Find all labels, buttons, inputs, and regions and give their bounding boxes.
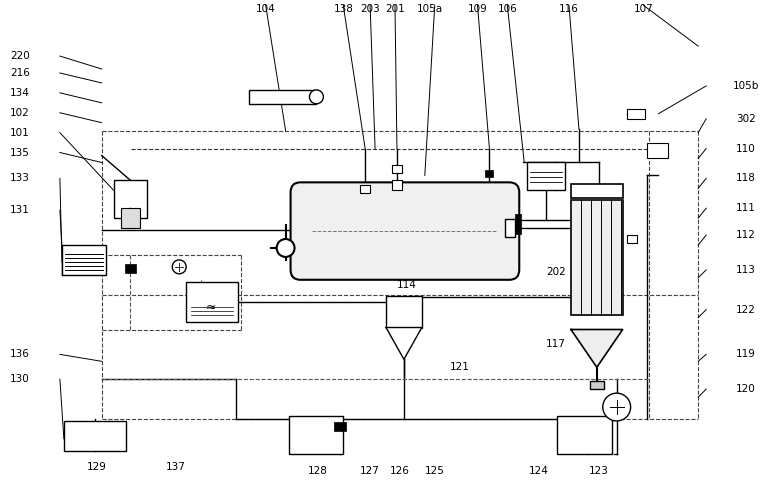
Text: 105a: 105a bbox=[417, 4, 442, 15]
Text: 106: 106 bbox=[498, 4, 517, 15]
Text: 112: 112 bbox=[736, 230, 756, 240]
Text: 128: 128 bbox=[308, 466, 327, 476]
Bar bbox=[527, 162, 565, 191]
Text: 135: 135 bbox=[10, 148, 30, 157]
Text: 120: 120 bbox=[736, 384, 756, 394]
Bar bbox=[114, 180, 147, 218]
Bar bbox=[360, 185, 370, 193]
Bar bbox=[392, 165, 402, 174]
Bar bbox=[515, 214, 521, 224]
Text: 122: 122 bbox=[736, 305, 756, 314]
Text: 216: 216 bbox=[10, 68, 30, 78]
Text: 124: 124 bbox=[529, 466, 549, 476]
Text: 127: 127 bbox=[360, 466, 380, 476]
Bar bbox=[626, 109, 644, 119]
Text: 138: 138 bbox=[333, 4, 353, 15]
Text: 114: 114 bbox=[397, 280, 417, 290]
Bar bbox=[121, 208, 140, 228]
Text: 220: 220 bbox=[10, 51, 30, 61]
Text: 203: 203 bbox=[360, 4, 380, 15]
Bar bbox=[125, 264, 136, 273]
Text: 113: 113 bbox=[736, 265, 756, 275]
Text: 119: 119 bbox=[736, 349, 756, 359]
Text: 123: 123 bbox=[589, 466, 608, 476]
Circle shape bbox=[277, 239, 294, 257]
Text: 133: 133 bbox=[10, 174, 30, 183]
Bar bbox=[590, 381, 604, 389]
Bar bbox=[64, 421, 125, 451]
Text: 109: 109 bbox=[467, 4, 488, 15]
Text: 125: 125 bbox=[425, 466, 445, 476]
Text: 134: 134 bbox=[10, 88, 30, 98]
Text: 121: 121 bbox=[449, 362, 470, 372]
Bar bbox=[62, 245, 106, 275]
Text: 129: 129 bbox=[86, 462, 107, 472]
Text: 110: 110 bbox=[736, 143, 756, 154]
Bar bbox=[249, 90, 316, 104]
Bar bbox=[386, 295, 421, 328]
Bar bbox=[647, 142, 668, 158]
Circle shape bbox=[309, 90, 323, 104]
Text: 136: 136 bbox=[10, 349, 30, 359]
Text: 130: 130 bbox=[10, 374, 30, 384]
Bar bbox=[392, 180, 402, 191]
Text: 111: 111 bbox=[736, 203, 756, 213]
Text: 116: 116 bbox=[559, 4, 579, 15]
Bar bbox=[571, 200, 622, 314]
Text: 201: 201 bbox=[385, 4, 405, 15]
Text: 302: 302 bbox=[736, 114, 756, 124]
Polygon shape bbox=[386, 328, 421, 359]
Text: 107: 107 bbox=[633, 4, 654, 15]
Text: 102: 102 bbox=[10, 108, 30, 118]
FancyBboxPatch shape bbox=[291, 182, 520, 280]
Bar bbox=[571, 184, 622, 198]
Bar bbox=[485, 171, 493, 177]
Bar bbox=[506, 219, 515, 237]
Polygon shape bbox=[571, 330, 622, 367]
Bar bbox=[626, 235, 636, 243]
Text: 101: 101 bbox=[10, 128, 30, 138]
Text: 126: 126 bbox=[390, 466, 410, 476]
Circle shape bbox=[603, 393, 631, 421]
Bar bbox=[334, 422, 346, 431]
Text: 117: 117 bbox=[546, 339, 566, 349]
Text: 118: 118 bbox=[736, 174, 756, 183]
Text: 202: 202 bbox=[546, 267, 566, 277]
Text: 105b: 105b bbox=[733, 81, 760, 91]
Text: 131: 131 bbox=[10, 205, 30, 215]
Bar bbox=[515, 224, 521, 234]
Bar bbox=[288, 416, 344, 454]
Text: 104: 104 bbox=[256, 4, 276, 15]
Bar bbox=[557, 416, 612, 454]
Text: 137: 137 bbox=[166, 462, 186, 472]
Text: ≈: ≈ bbox=[206, 301, 217, 314]
Bar bbox=[186, 282, 238, 322]
Circle shape bbox=[172, 260, 186, 274]
